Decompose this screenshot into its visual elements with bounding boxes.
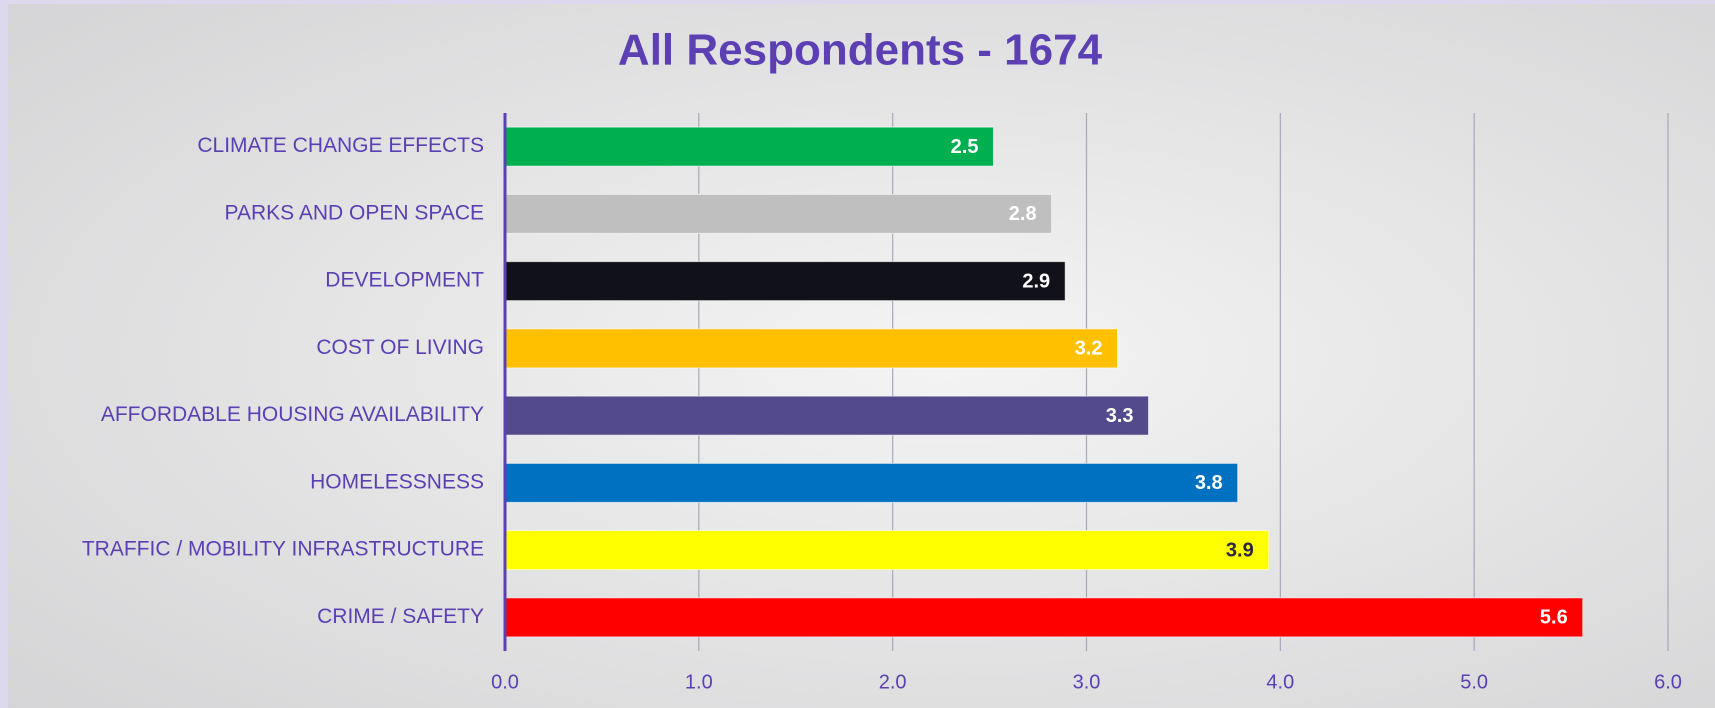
y-tick-label: COST OF LIVING [316, 336, 484, 359]
data-label: 2.9 [1022, 270, 1050, 292]
x-tick-label: 2.0 [879, 671, 907, 693]
data-label: 3.2 [1075, 338, 1103, 360]
x-tick-label: 0.0 [491, 671, 519, 693]
bar [504, 530, 1270, 571]
bar [504, 597, 1584, 638]
y-tick-label: CRIME / SAFETY [317, 605, 484, 628]
bar [504, 126, 994, 167]
data-label: 3.8 [1195, 472, 1223, 494]
y-tick-label: AFFORDABLE HOUSING AVAILABILITY [101, 403, 484, 426]
y-tick-label: HOMELESSNESS [310, 470, 484, 493]
chart-title: All Respondents - 1674 [618, 26, 1103, 75]
y-tick-label: CLIMATE CHANGE EFFECTS [197, 134, 484, 157]
bar [504, 462, 1239, 503]
x-tick-label: 3.0 [1073, 671, 1101, 693]
data-label: 3.3 [1106, 405, 1134, 427]
bar [504, 261, 1066, 302]
x-tick-label: 5.0 [1460, 671, 1488, 693]
data-label: 2.5 [951, 136, 979, 158]
data-label: 2.8 [1009, 203, 1037, 225]
data-label: 3.9 [1226, 539, 1254, 561]
data-label: 5.6 [1540, 607, 1568, 629]
x-tick-label: 6.0 [1654, 671, 1682, 693]
bar [504, 395, 1150, 436]
bar [504, 193, 1053, 234]
x-tick-label: 1.0 [685, 671, 713, 693]
y-tick-label: DEVELOPMENT [325, 269, 484, 292]
bar [504, 328, 1119, 369]
x-tick-label: 4.0 [1266, 671, 1294, 693]
y-tick-label: TRAFFIC / MOBILITY INFRASTRUCTURE [82, 538, 484, 561]
y-tick-label: PARKS AND OPEN SPACE [225, 201, 484, 224]
